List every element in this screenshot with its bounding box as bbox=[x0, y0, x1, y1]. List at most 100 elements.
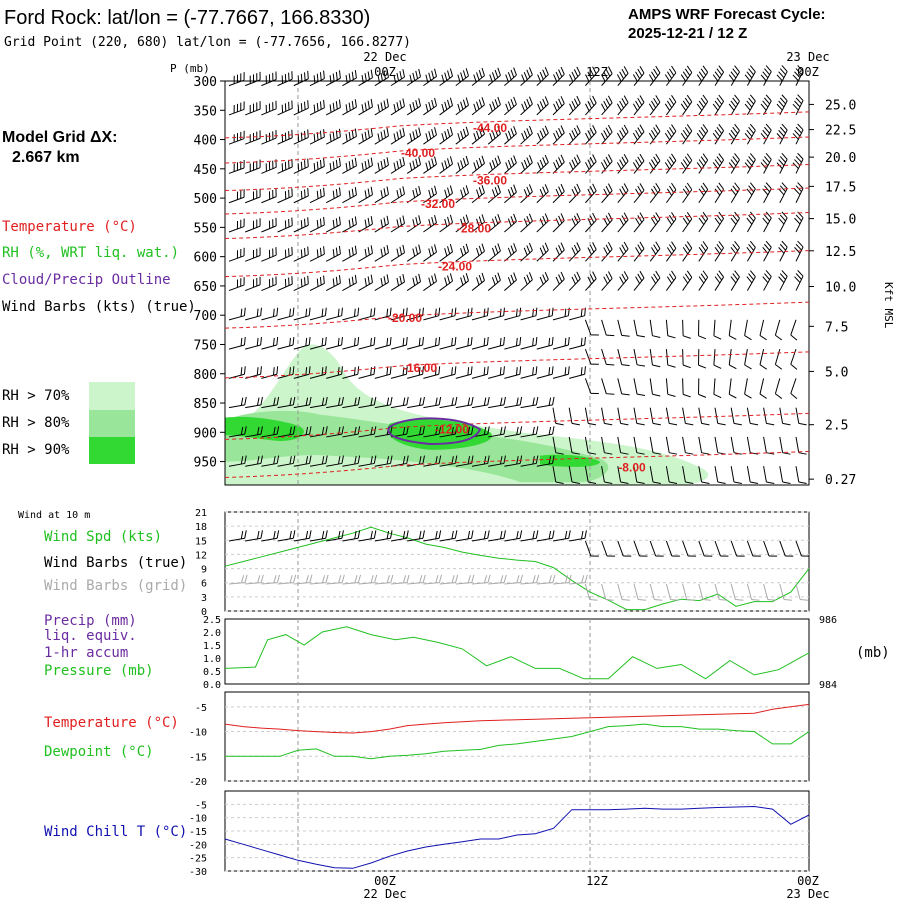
wind-barb-feather bbox=[510, 245, 515, 254]
wind-barb-feather bbox=[364, 73, 367, 82]
wind-barb-feather bbox=[304, 160, 306, 169]
wind-barb-feather bbox=[500, 575, 504, 584]
wind-barb-feather bbox=[535, 336, 538, 346]
wind-barb-feather bbox=[716, 244, 723, 252]
wind-barb-feather bbox=[438, 574, 442, 583]
wind-barb-feather bbox=[313, 133, 316, 142]
wind-barb bbox=[779, 540, 786, 557]
cloud-outline bbox=[387, 417, 482, 446]
wind-barb bbox=[714, 71, 725, 86]
wind-barb bbox=[390, 373, 407, 379]
wind-barb-feather bbox=[655, 124, 661, 132]
temperature-contour bbox=[224, 111, 810, 139]
wind-barb-feather bbox=[499, 530, 503, 539]
wind-barb-feather bbox=[494, 216, 499, 225]
wind-barb-feather bbox=[451, 367, 453, 376]
wind-barb bbox=[358, 135, 373, 145]
wind-barb bbox=[293, 254, 309, 262]
wind-barb-feather bbox=[399, 246, 403, 255]
wind-barb-feather bbox=[605, 156, 611, 165]
wind-barb-feather bbox=[444, 101, 448, 110]
wind-barb bbox=[342, 77, 357, 87]
wind-barb bbox=[774, 378, 781, 394]
wind-barb-feather bbox=[431, 187, 435, 196]
wind-barb bbox=[714, 276, 725, 291]
wind-barb-feather bbox=[337, 530, 341, 539]
wind-barb bbox=[520, 74, 533, 87]
wind-barb-feather bbox=[519, 307, 522, 316]
wind-barb-feather bbox=[621, 156, 627, 165]
wind-barb-feather bbox=[341, 455, 344, 464]
wind-barb-feather bbox=[605, 127, 611, 136]
wind-barb bbox=[277, 166, 293, 174]
wind-barb bbox=[261, 166, 277, 174]
wind-barb bbox=[714, 188, 725, 204]
wind-barb-feather bbox=[701, 452, 710, 455]
wind-barb-feather bbox=[778, 71, 785, 79]
wind-barb-feather bbox=[260, 426, 263, 435]
wind-barb bbox=[617, 319, 623, 336]
wind-barb bbox=[730, 218, 740, 233]
wind-barb bbox=[228, 167, 245, 174]
wind-barb-feather bbox=[370, 128, 373, 137]
wind-barb-feather bbox=[764, 185, 770, 193]
wind-barb bbox=[228, 373, 245, 379]
wind-barb-feather bbox=[532, 530, 535, 539]
wind-barb-feather bbox=[354, 157, 357, 166]
wind-barb-feather bbox=[380, 219, 383, 228]
wind-barb-feather bbox=[351, 188, 354, 197]
rh70-swatch bbox=[89, 382, 135, 410]
wind-barb-feather bbox=[272, 337, 275, 346]
wind-barb bbox=[504, 133, 517, 145]
wind-barb bbox=[406, 281, 421, 291]
wind-barb-feather bbox=[383, 71, 386, 80]
wind-barb-feather bbox=[716, 68, 723, 76]
wind-barb-feather bbox=[653, 273, 659, 281]
wind-barb-feather bbox=[797, 65, 804, 72]
wind-barb bbox=[245, 462, 262, 467]
wind-barb bbox=[293, 224, 309, 233]
wind-barb-feather bbox=[790, 393, 798, 400]
wind-barb-feather bbox=[383, 246, 386, 255]
wind-barb bbox=[455, 315, 472, 321]
wind-barb-feather bbox=[605, 68, 611, 77]
wind-barb-feather bbox=[293, 574, 297, 583]
wind-barb bbox=[682, 101, 693, 116]
top-date-3: 23 Dec bbox=[786, 50, 829, 64]
wind-barb-feather bbox=[418, 397, 422, 406]
wind-barb-feather bbox=[713, 364, 722, 369]
wind-barb bbox=[536, 344, 553, 350]
wind-barb bbox=[759, 378, 765, 395]
wind-barb bbox=[633, 583, 639, 600]
wind-barb-feather bbox=[764, 68, 770, 76]
wind-barb-feather bbox=[503, 530, 506, 539]
wind-barb-feather bbox=[470, 336, 473, 346]
wind-barb bbox=[633, 102, 645, 116]
legend-precip-accum: 1-hr accum bbox=[44, 645, 128, 661]
wind-barb-feather bbox=[353, 367, 356, 376]
wind-barb-feather bbox=[776, 103, 783, 111]
wind-barb-feather bbox=[666, 71, 673, 79]
temperature-contour-label: -20.00 bbox=[388, 311, 422, 325]
wind-barb bbox=[228, 79, 245, 87]
wind-barb-feather bbox=[684, 214, 691, 223]
wind-barb-feather bbox=[451, 308, 453, 317]
wind-barb-feather bbox=[431, 246, 435, 255]
wind-barb bbox=[744, 349, 748, 365]
wind-barb-feather bbox=[800, 598, 809, 601]
wind-barb bbox=[439, 315, 456, 321]
wind-barb-feather bbox=[555, 276, 560, 285]
wind-barb-feather bbox=[435, 530, 438, 539]
wind-barb bbox=[665, 248, 677, 262]
wind-barb-feather bbox=[390, 455, 393, 464]
wind-barb-feather bbox=[686, 65, 693, 73]
wind-barb bbox=[520, 537, 537, 542]
wind-barb bbox=[617, 219, 629, 233]
wind-barb bbox=[471, 250, 485, 262]
wind-barb-feather bbox=[718, 270, 724, 278]
wind-barb-feather bbox=[671, 270, 677, 278]
wind-barb bbox=[326, 582, 343, 585]
wind-barb bbox=[439, 344, 456, 350]
wind-barb bbox=[795, 436, 800, 453]
wind-barb bbox=[633, 319, 638, 336]
